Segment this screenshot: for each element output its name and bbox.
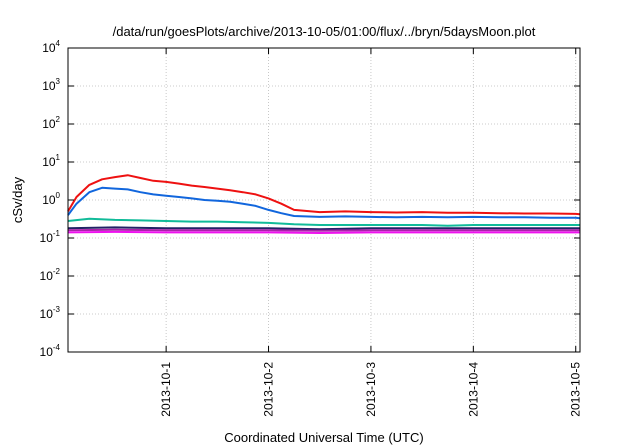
x-axis-label: Coordinated Universal Time (UTC) — [224, 430, 423, 445]
series-group — [67, 174, 581, 234]
series-line-2 — [67, 186, 581, 220]
y-axis-label: cSv/day — [10, 176, 25, 223]
y-tick-label: 10-3 — [40, 305, 61, 321]
x-tick-label: 2013-10-5 — [569, 362, 583, 417]
series-line-3 — [67, 217, 580, 227]
x-axis: 2013-10-1 2013-10-2 2013-10-3 2013-10-4 2013… — [159, 48, 583, 417]
series-line-6 — [67, 230, 580, 234]
y-tick-label: 10-4 — [40, 343, 61, 359]
series-line-1 — [67, 174, 581, 216]
y-tick-label: 101 — [42, 153, 60, 169]
x-tick-label: 2013-10-4 — [466, 362, 480, 417]
y-tick-label: 10-2 — [40, 267, 61, 283]
y-axis: 104 103 102 101 100 10-1 10-2 10-3 10-4 — [40, 39, 580, 359]
grid — [68, 48, 580, 352]
y-tick-label: 104 — [42, 39, 60, 55]
series-line-5 — [67, 228, 580, 232]
y-tick-label: 103 — [42, 77, 60, 93]
x-tick-label: 2013-10-2 — [262, 362, 276, 417]
y-tick-label: 100 — [42, 191, 60, 207]
y-tick-label: 102 — [42, 115, 60, 131]
x-tick-label: 2013-10-3 — [364, 362, 378, 417]
chart-title: /data/run/goesPlots/archive/2013-10-05/0… — [113, 24, 536, 39]
x-tick-label: 2013-10-1 — [159, 362, 173, 417]
series-line-4 — [67, 226, 580, 231]
y-tick-label: 10-1 — [40, 229, 61, 245]
